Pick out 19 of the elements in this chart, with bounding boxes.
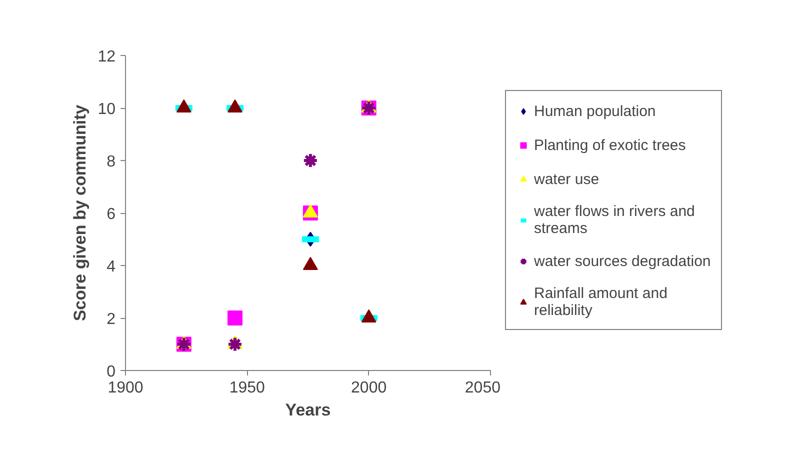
x-tick-label: 1950: [229, 380, 266, 396]
y-tick-label: 0: [106, 364, 116, 380]
legend-label: water use: [534, 170, 600, 188]
x-tick-label: 2000: [351, 380, 387, 396]
legend-label: water flows in rivers and streams: [534, 203, 695, 237]
y-axis-title: Score given by community: [70, 104, 90, 322]
y-tick-label: 8: [106, 154, 116, 170]
x-tick-label: 2050: [464, 380, 501, 396]
legend-label: Rainfall amount and reliability: [534, 285, 668, 319]
legend-label: Human population: [534, 102, 656, 120]
y-tick-label: 10: [98, 101, 116, 118]
y-tick-label: 6: [106, 206, 116, 223]
legend-label: Planting of exotic trees: [534, 136, 686, 154]
x-axis-title: Years: [285, 400, 331, 420]
y-tick-label: 4: [106, 258, 116, 276]
y-tick-label: 2: [106, 311, 116, 328]
x-tick-label: 1900: [108, 380, 144, 396]
y-tick-label: 12: [98, 48, 116, 66]
legend-label: water sources degradation: [534, 252, 711, 270]
